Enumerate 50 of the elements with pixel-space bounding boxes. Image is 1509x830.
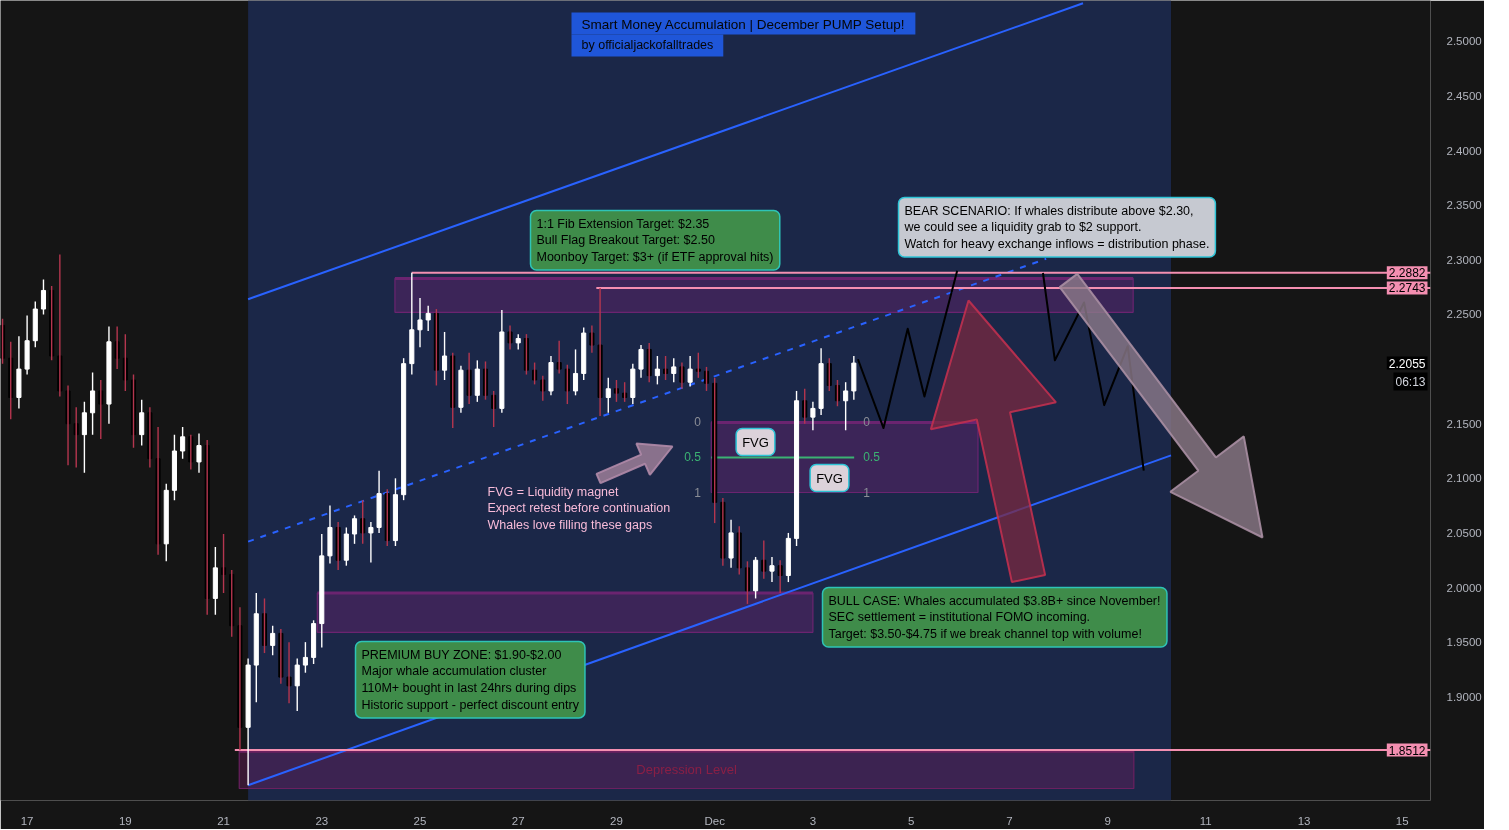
x-tick-label: 7 (1006, 814, 1013, 827)
annotation: FVG (816, 470, 843, 486)
x-tick-label: 9 (1104, 814, 1111, 827)
x-tick-label: 21 (217, 814, 230, 827)
x-tick-label: 23 (315, 814, 329, 827)
data-label: 1.8512 (1388, 743, 1426, 758)
x-tick-label: Dec (704, 814, 726, 827)
text: by officialjackofalltrades (581, 37, 714, 52)
y-tick-label: 2.4000 (1446, 144, 1482, 157)
x-tick-label: 11 (1199, 814, 1212, 827)
annotation: FVG (742, 434, 769, 450)
y-tick-label: 2.1000 (1446, 472, 1482, 485)
annotation: 1 (694, 486, 702, 500)
y-tick-label: 2.3500 (1446, 199, 1482, 212)
annotation: 0 (694, 415, 702, 429)
y-tick-label: 1.9500 (1446, 636, 1482, 649)
x-tick-label: 25 (413, 814, 427, 827)
annotation: BEAR SCENARIO: If whales distribute above $2.30, we could see a liquidity grab to $2 support. Watch for heavy exchange inflows = distribution phase. (903, 203, 1210, 252)
y-tick-label: 2.0000 (1446, 581, 1482, 594)
x-tick-label: 13 (1297, 814, 1311, 827)
x-tick-label: 3 (809, 814, 817, 827)
y-tick-label: 2.0500 (1446, 526, 1482, 539)
x-tick-label: 29 (610, 814, 623, 827)
annotation: 2.2055 (1388, 356, 1426, 371)
x-tick-label: 27 (511, 814, 525, 827)
annotation: PREMIUM BUY ZONE: $1.90-$2.00 Major whale accumulation cluster 110M+ bought in last 24hrs during dips Historic support - perfect discount entry (361, 647, 580, 712)
y-tick-label: 2.4500 (1446, 90, 1482, 103)
candlestick (663, 355, 669, 381)
x-tick-label: 17 (20, 814, 34, 827)
y-tick-label: 2.5000 (1446, 35, 1482, 48)
candlestick (613, 379, 619, 403)
text: Smart Money Accumulation | December PUMP Setup! (581, 16, 905, 32)
annotation: 0.5 (863, 450, 881, 464)
data-label: 2.2882 (1388, 266, 1426, 281)
annotation: FVG = Liquidity magnet Expect retest before continuation Whales love filling these gaps (487, 484, 671, 533)
y-tick-label: 2.1500 (1446, 417, 1482, 430)
annotation: 06:13 (1395, 374, 1426, 389)
x-tick-label: 15 (1395, 814, 1409, 827)
series-label: Depression Level (636, 762, 737, 778)
y-tick-label: 1.9000 (1446, 690, 1482, 703)
x-tick-label: 19 (118, 814, 132, 827)
annotation: 0.5 (684, 450, 702, 464)
y-tick-label: 2.2500 (1446, 308, 1482, 321)
annotation: 0 (863, 415, 871, 429)
annotation: 1:1 Fib Extension Target: $2.35 Bull Flag Breakout Target: $2.50 Moonboy Target: $3+ (if ETF approval hits) (536, 216, 774, 265)
data-label: 2.2743 (1388, 281, 1426, 296)
y-tick-label: 2.3000 (1446, 253, 1482, 266)
candlestick (695, 352, 701, 379)
x-tick-label: 5 (907, 814, 915, 827)
annotation: BULL CASE: Whales accumulated $3.8B+ since November! SEC settlement = institutional FOMO incoming. Target: $3.50-$4.75 if we break channel top with volume! (828, 593, 1161, 642)
